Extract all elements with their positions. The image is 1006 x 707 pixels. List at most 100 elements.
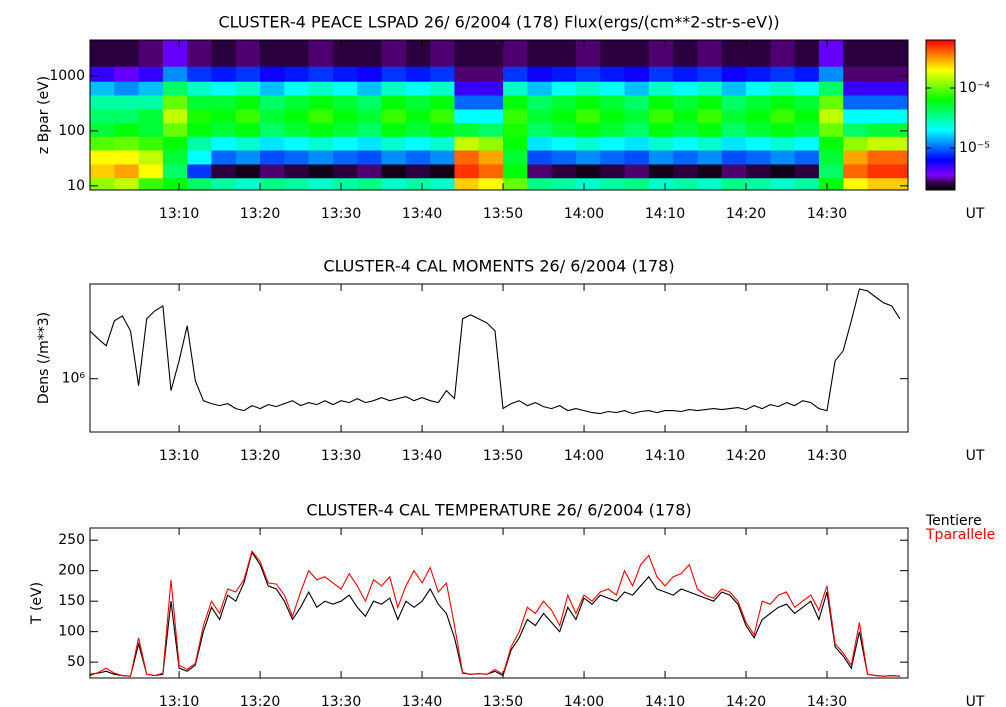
heatmap-cell [527,177,553,191]
heatmap-cell [818,163,844,179]
heatmap-cell [575,177,601,191]
heatmap-cell [235,136,261,151]
heatmap-cell [503,66,528,82]
heatmap-cell [794,122,820,137]
heatmap-cell [551,122,577,137]
heatmap-cell [138,136,164,151]
heatmap-cell [746,108,771,124]
heatmap-cell [697,108,723,124]
heatmap-cell [624,122,650,137]
heatmap-cell [867,40,893,67]
heatmap-cell [90,81,115,96]
heatmap-cell [867,177,893,191]
heatmap-cell [697,177,723,191]
panel-title: CLUSTER-4 CAL MOMENTS 26/ 6/2004 (178) [323,257,674,276]
heatmap-cell [891,177,909,191]
heatmap-cell [308,66,334,82]
heatmap-cell [211,108,237,124]
heatmap-cell [430,40,455,67]
heatmap-cell [405,122,431,137]
heatmap-cell [818,177,844,191]
heatmap-cell [721,177,747,191]
heatmap-cell [162,163,188,179]
heatmap-cell [114,177,140,191]
heatmap-cell [721,122,747,137]
heatmap-cell [162,40,188,67]
heatmap-cell [600,177,626,191]
heatmap-cell [746,136,771,151]
heatmap-cell [746,149,771,165]
heatmap-cell [235,108,261,124]
heatmap-cell [211,149,237,165]
x-tick-label: 14:20 [726,694,766,707]
heatmap-cell [454,136,480,151]
heatmap-cell [770,108,796,124]
heatmap-cell [211,40,237,67]
heatmap-cell [235,177,261,191]
heatmap-cell [721,108,747,124]
heatmap-cell [138,66,164,82]
heatmap-cell [454,108,480,124]
heatmap-cell [235,122,261,137]
heatmap-cell [90,66,115,82]
heatmap-cell [381,40,407,67]
heatmap-cell [527,136,553,151]
x-tick-label: 13:40 [402,206,442,222]
heatmap-cell [891,149,909,165]
heatmap-cell [90,108,115,124]
x-tick-label: 13:30 [321,694,361,707]
heatmap-cell [843,122,869,137]
heatmap-cell [867,149,893,165]
heatmap-cell [648,81,674,96]
heatmap-cell [600,66,626,82]
heatmap-cell [357,122,383,137]
x-tick-label: 14:10 [645,206,685,222]
heatmap-cell [332,108,358,124]
heatmap-cell [867,94,893,110]
x-tick-label: 14:30 [807,694,847,707]
heatmap-cell [187,94,212,110]
heatmap-cell [284,136,310,151]
heatmap-cell [284,40,310,67]
heatmap-cell [697,136,723,151]
heatmap-cell [357,108,383,124]
x-axis-label: UT [966,694,985,707]
heatmap-cell [138,149,164,165]
heatmap [90,40,909,191]
heatmap-cell [867,108,893,124]
heatmap-cell [770,94,796,110]
x-tick-label: 14:20 [726,206,766,222]
heatmap-cell [454,163,480,179]
heatmap-cell [843,94,869,110]
heatmap-cell [187,40,212,67]
heatmap-cell [697,163,723,179]
heatmap-cell [721,136,747,151]
heatmap-cell [211,177,237,191]
heatmap-cell [891,81,909,96]
heatmap-cell [162,122,188,137]
heatmap-cell [454,149,480,165]
heatmap-cell [430,66,455,82]
heatmap-cell [187,108,212,124]
heatmap-cell [478,94,504,110]
heatmap-cell [503,81,528,96]
x-axis-label: UT [966,448,985,464]
heatmap-cell [721,94,747,110]
x-tick-label: 14:30 [807,206,847,222]
heatmap-cell [575,81,601,96]
heatmap-cell [891,122,909,137]
heatmap-cell [867,163,893,179]
colorbar-tick-label: 10⁻⁵ [959,140,990,156]
heatmap-cell [235,94,261,110]
heatmap-cell [721,40,747,67]
heatmap-cell [90,163,115,179]
heatmap-cell [794,136,820,151]
heatmap-cell [478,66,504,82]
x-tick-label: 13:50 [483,206,523,222]
heatmap-cell [405,81,431,96]
heatmap-cell [648,149,674,165]
heatmap-cell [503,108,528,124]
heatmap-cell [381,136,407,151]
heatmap-cell [90,94,115,110]
y-axis-label: T (eV) [29,582,45,625]
